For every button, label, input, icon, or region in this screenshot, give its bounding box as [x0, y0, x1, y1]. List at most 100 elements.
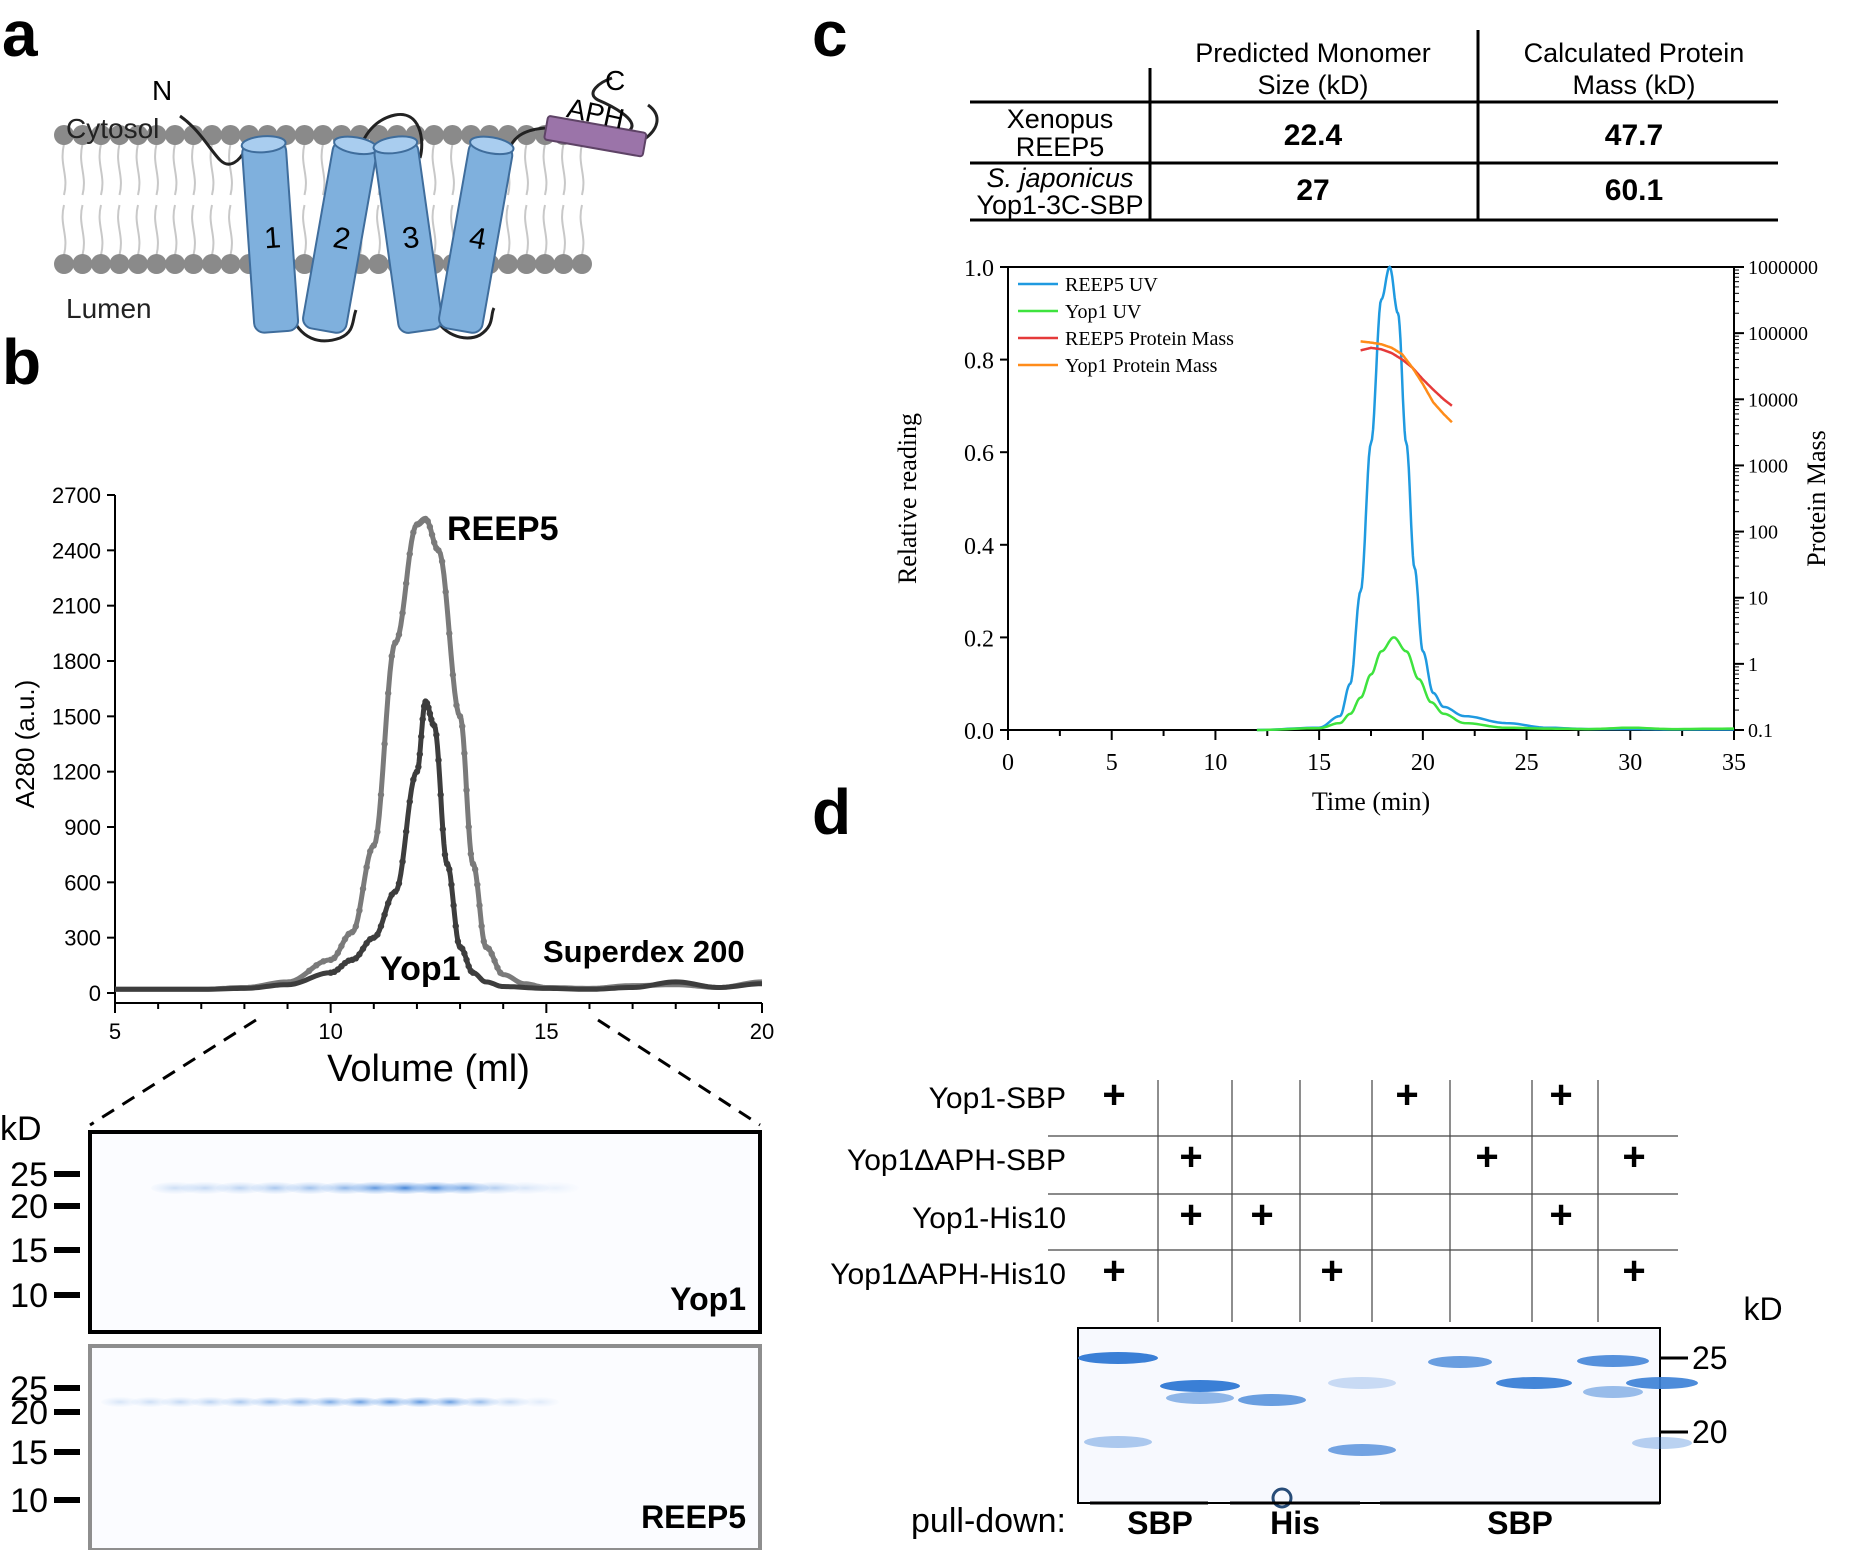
- data-point: [497, 969, 504, 976]
- lipid-head: [146, 125, 167, 145]
- series-line-reep5-protein-mass: [1360, 346, 1453, 407]
- data-point: [415, 763, 422, 771]
- data-point: [395, 880, 403, 887]
- header-monomer-line1: Predicted Monomer: [1195, 38, 1431, 68]
- legend-label: Yop1 UV: [1065, 301, 1142, 323]
- gel-band: [281, 1397, 319, 1407]
- row1-monomer: 22.4: [1284, 119, 1343, 152]
- data-point: [392, 639, 399, 646]
- y2-tick-label: 100000: [1748, 323, 1808, 345]
- protein-mass-table: Predicted Monomer Size (kD) Calculated P…: [970, 30, 1778, 222]
- legend-label: Yop1 Protein Mass: [1065, 355, 1218, 377]
- gel-reep5-label: REEP5: [641, 1499, 746, 1535]
- data-point: [461, 950, 468, 957]
- lipid-head: [498, 254, 518, 274]
- y-tick-label: 2700: [52, 483, 101, 508]
- lipid-head: [424, 125, 444, 145]
- lipid-head: [91, 254, 111, 274]
- data-point: [480, 938, 487, 945]
- lipid-head: [535, 254, 555, 274]
- series-line-reep5-uv: [1256, 265, 1734, 732]
- pulldown-gel-frame: [1077, 1327, 1661, 1504]
- panel-letter-d: d: [812, 776, 852, 848]
- data-point: [433, 731, 440, 739]
- group-label-sbp-2: SBP: [1487, 1505, 1553, 1541]
- data-point: [439, 826, 447, 833]
- group-label-sbp-1: SBP: [1127, 1505, 1193, 1541]
- data-point: [410, 776, 417, 783]
- lipid-head: [572, 254, 592, 274]
- y-tick-label: 0.8: [964, 349, 994, 375]
- lipid-tail: [431, 143, 437, 256]
- x-tick-label: 20: [1411, 750, 1435, 776]
- lipid-head: [220, 125, 241, 145]
- lipid-tail: [191, 143, 196, 256]
- data-point: [441, 851, 449, 858]
- pulldown-band: [1583, 1386, 1643, 1398]
- lipid-head: [516, 254, 537, 274]
- gel-band: [251, 1182, 299, 1194]
- pulldown-band: [1078, 1352, 1158, 1364]
- lipid-head: [128, 254, 148, 274]
- gel-reep5-frame: [88, 1344, 762, 1550]
- data-point: [437, 791, 444, 798]
- marker-label: 15: [10, 1434, 48, 1472]
- pd-marker-25: 25: [1692, 1340, 1728, 1376]
- reep5-peak-label: REEP5: [447, 510, 559, 548]
- plus-sign: +: [1179, 1135, 1202, 1179]
- zoom-line-left: [89, 1018, 257, 1127]
- series-line-yop1-uv: [1256, 636, 1734, 732]
- header-mass-line2: Mass (kD): [1573, 70, 1696, 100]
- y-tick-label: 1200: [52, 760, 101, 785]
- x-tick-label: 15: [534, 1019, 558, 1044]
- gel-band: [371, 1397, 409, 1407]
- plus-sign: +: [1102, 1249, 1125, 1293]
- gel-band: [311, 1397, 349, 1407]
- data-point: [494, 964, 501, 971]
- y2-tick-label: 1000: [1748, 455, 1788, 477]
- transmembrane-helix-3: 3: [372, 135, 443, 334]
- gel-band: [341, 1397, 379, 1407]
- zoom-line-right: [597, 1018, 761, 1127]
- helix-number-1: 1: [263, 221, 282, 255]
- x-tick-label: 30: [1618, 750, 1642, 776]
- column-label: Superdex 200: [543, 934, 745, 969]
- data-point: [377, 791, 385, 798]
- gel-band: [531, 1182, 579, 1194]
- x-tick-label: 35: [1722, 750, 1746, 776]
- data-point: [435, 756, 442, 764]
- lipid-tail: [98, 143, 104, 256]
- data-point: [399, 858, 406, 865]
- data-point: [463, 786, 470, 794]
- plus-sign: +: [1475, 1135, 1498, 1179]
- legend-label: REEP5 UV: [1065, 274, 1158, 296]
- data-point: [476, 902, 483, 909]
- lipid-tail: [302, 143, 307, 256]
- data-point: [349, 928, 356, 936]
- data-point: [341, 935, 349, 943]
- lipid-head: [109, 254, 130, 274]
- lumen-label: Lumen: [66, 293, 152, 324]
- lipid-tail: [154, 143, 159, 256]
- data-point: [305, 967, 313, 975]
- y2-tick-label: 100: [1748, 522, 1778, 544]
- y-axis-title: A280 (a.u.): [10, 680, 40, 809]
- data-point: [461, 750, 468, 757]
- data-point: [406, 550, 413, 558]
- data-point: [359, 885, 367, 892]
- row2-name-line1: S. japonicus: [986, 163, 1133, 193]
- data-point: [469, 860, 477, 868]
- data-point: [438, 558, 446, 565]
- data-point: [320, 958, 327, 965]
- data-point: [363, 863, 370, 871]
- data-point: [356, 907, 363, 914]
- pulldown-band: [1496, 1377, 1572, 1389]
- data-point: [402, 828, 410, 835]
- y2-tick-label: 1: [1748, 654, 1758, 676]
- x-tick-label: 20: [750, 1019, 774, 1044]
- gel-yop1-frame: [88, 1130, 762, 1334]
- gel-yop1-label: Yop1: [670, 1281, 746, 1317]
- data-point: [459, 723, 466, 730]
- lipid-tail: [542, 143, 548, 256]
